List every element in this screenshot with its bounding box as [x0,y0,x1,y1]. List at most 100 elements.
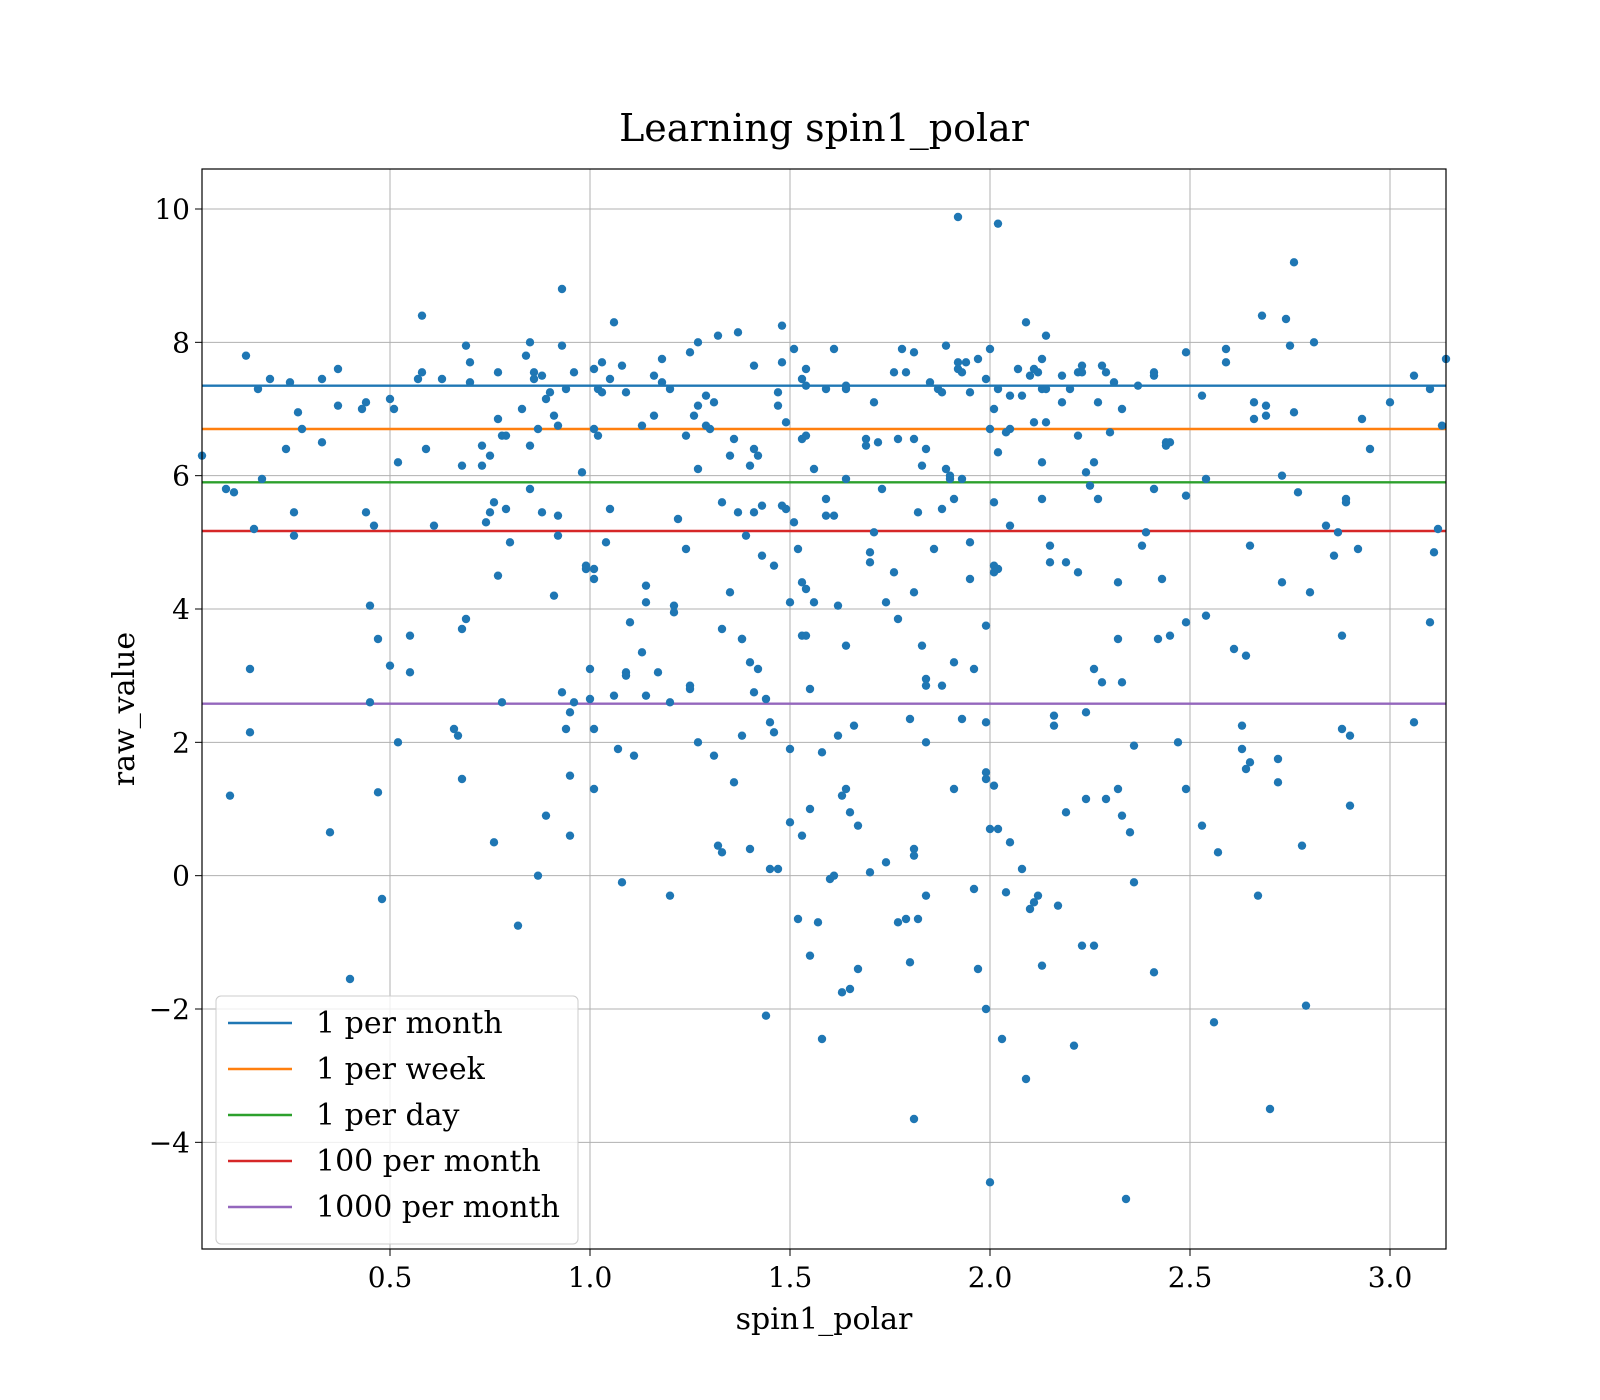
data-point [757,501,767,510]
data-point [1293,488,1303,497]
data-point [529,368,539,377]
data-point [965,574,975,584]
data-point [1329,551,1339,560]
data-point [549,591,559,600]
data-point [1249,414,1259,424]
data-point [993,564,1003,574]
data-point [513,921,523,930]
data-point [221,484,231,494]
data-point [529,374,539,384]
data-point [889,368,899,377]
data-point [833,601,843,610]
data-point [1141,528,1151,537]
data-point [1005,838,1015,847]
data-point [1425,618,1435,627]
data-point [537,371,547,380]
data-point [569,368,579,377]
data-point [589,574,599,584]
data-point [521,351,531,360]
data-point [1241,764,1251,774]
data-point [589,784,599,794]
data-point [557,688,567,697]
data-point [405,668,415,677]
data-point [849,721,859,730]
data-point [1345,731,1355,740]
data-point [553,531,563,540]
data-point [1181,491,1191,500]
data-point [653,668,663,677]
data-point [985,1178,995,1187]
data-point [777,321,787,330]
data-point [909,434,919,444]
data-point [1065,384,1075,394]
data-point [797,578,807,587]
data-point [785,818,795,827]
data-point [749,688,759,697]
data-point [761,1011,771,1020]
data-point [1117,811,1127,820]
data-point [709,398,719,407]
data-point [373,788,383,797]
data-point [525,338,535,347]
data-point [1165,438,1175,447]
data-point [437,374,447,384]
data-point [905,714,915,724]
data-point [489,498,499,507]
data-point [549,411,559,420]
data-point [1201,611,1211,620]
data-point [1033,368,1043,377]
data-point [497,698,507,707]
data-point [377,894,387,904]
data-point [717,624,727,634]
data-point [841,784,851,794]
data-point [657,378,667,387]
data-point [681,544,691,554]
data-point [1229,644,1239,654]
legend-label: 1 per day [316,1098,460,1133]
data-point [1289,408,1299,417]
data-point [789,518,799,527]
data-point [801,431,811,440]
data-point [793,914,803,924]
data-point [781,504,791,514]
data-point [669,608,679,617]
data-point [1029,418,1039,427]
data-point [561,724,571,734]
data-point [981,621,991,630]
data-point [753,451,763,460]
data-point [1037,494,1047,504]
data-point [1129,741,1139,750]
data-point [1237,744,1247,754]
data-point [589,724,599,734]
data-point [625,618,635,627]
chart-title: Learning spin1_polar [619,106,1030,151]
data-point [1181,618,1191,627]
data-point [1149,484,1159,494]
data-point [393,458,403,467]
data-point [913,914,923,924]
x-tick-label: 1.0 [568,1261,613,1294]
data-point [457,461,467,470]
data-point [965,538,975,547]
data-point [1273,754,1283,764]
data-point [1049,721,1059,730]
data-point [385,394,395,404]
y-tick-label: −2 [149,993,190,1026]
data-point [725,588,735,597]
data-point [797,831,807,840]
data-point [869,398,879,407]
data-point [289,531,299,540]
data-point [1001,888,1011,897]
data-point [1281,314,1291,324]
data-point [1017,391,1027,400]
data-point [557,341,567,350]
data-point [229,488,239,497]
data-point [561,384,571,394]
data-point [1081,708,1091,717]
data-point [533,871,543,880]
data-point [701,391,711,400]
data-point [525,441,535,450]
data-point [1037,354,1047,364]
data-point [801,584,811,594]
data-point [1077,941,1087,950]
